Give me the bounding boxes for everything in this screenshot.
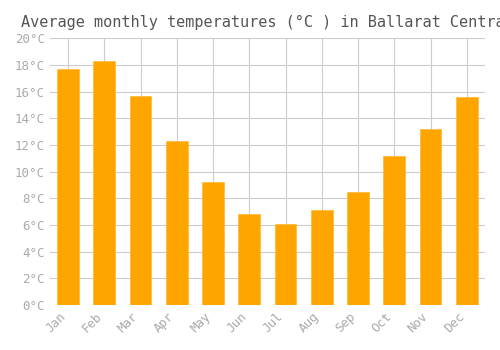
Bar — [420, 129, 442, 305]
Bar — [456, 97, 477, 305]
Bar — [166, 141, 188, 305]
Bar — [311, 210, 332, 305]
Bar — [94, 61, 115, 305]
Bar — [202, 182, 224, 305]
Bar — [347, 191, 369, 305]
Bar — [130, 96, 152, 305]
Title: Average monthly temperatures (°C ) in Ballarat Central: Average monthly temperatures (°C ) in Ba… — [21, 15, 500, 30]
Bar — [57, 69, 79, 305]
Bar — [238, 214, 260, 305]
Bar — [274, 224, 296, 305]
Bar — [384, 155, 405, 305]
